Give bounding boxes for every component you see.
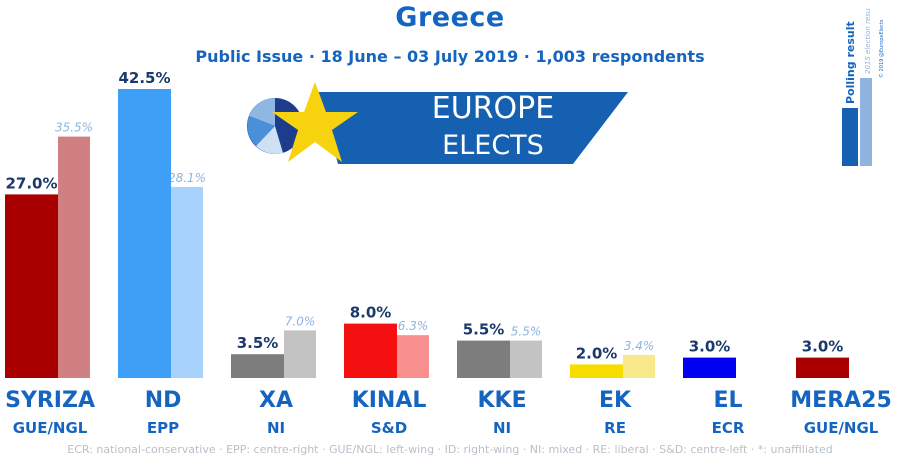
label-current-mera25: 3.0% (802, 338, 844, 356)
bar-current-syriza (5, 194, 58, 378)
bar-previous-xa (284, 330, 316, 378)
logo-line-1: EUROPE (432, 91, 554, 126)
legend-label-previous: 2015 election result (864, 8, 872, 74)
label-previous-xa: 7.0% (285, 314, 316, 328)
party-group-mera25: GUE/NGL (804, 419, 879, 437)
label-current-kinal: 8.0% (350, 304, 392, 322)
label-current-syriza: 27.0% (5, 174, 57, 192)
logo-line-2: ELECTS (442, 130, 544, 161)
legend-label-current: Polling result (844, 21, 857, 104)
party-group-el: ECR (712, 419, 745, 437)
label-previous-kke: 5.5% (511, 325, 542, 339)
logo-pie-slice (247, 116, 275, 146)
footer-note: ECR: national-conservative · EPP: centre… (67, 443, 833, 456)
bar-current-nd (118, 89, 171, 378)
party-name-xa: XA (259, 388, 293, 413)
party-group-ek: RE (604, 419, 626, 437)
party-group-xa: NI (267, 419, 285, 437)
europe-elects-logo: EUROPE ELECTS (247, 82, 628, 164)
party-name-kke: KKE (477, 388, 526, 413)
bar-current-ek (570, 364, 623, 378)
label-current-ek: 2.0% (576, 344, 618, 362)
bar-current-mera25 (796, 357, 849, 378)
logo-pie-slice (256, 126, 283, 154)
label-current-kke: 5.5% (463, 321, 505, 339)
bar-chart: 35.5% 27.0% SYRIZA GUE/NGL 28.1% 42.5% ND EPP 7.… (5, 69, 892, 437)
bar-previous-nd (171, 186, 203, 378)
label-previous-kinal: 6.3% (398, 319, 429, 333)
party-group-syriza: GUE/NGL (13, 419, 88, 437)
legend: Polling result 2015 election result © 20… (842, 8, 885, 166)
legend-swatch-previous (860, 78, 872, 166)
label-previous-syriza: 35.5% (55, 121, 93, 135)
bar-previous-kke (510, 340, 542, 378)
party-name-el: EL (714, 388, 743, 413)
label-previous-ek: 3.4% (624, 339, 655, 353)
chart-title: Greece (395, 2, 505, 33)
party-name-ek: EK (599, 388, 632, 413)
bar-current-el (683, 357, 736, 378)
party-name-kinal: KINAL (352, 388, 427, 413)
logo-pie-slice (249, 98, 275, 126)
party-group-kinal: S&D (371, 419, 407, 437)
label-previous-nd: 28.1% (168, 171, 206, 185)
legend-credit: © 2019 @EuropeElects (878, 19, 885, 78)
party-group-nd: EPP (147, 419, 179, 437)
bar-previous-kinal (397, 335, 429, 378)
bar-current-kinal (344, 323, 397, 378)
star-icon (272, 82, 358, 162)
party-name-mera25: MERA25 (790, 388, 892, 413)
label-current-el: 3.0% (689, 338, 731, 356)
bar-previous-ek (623, 354, 655, 378)
legend-swatch-current (842, 108, 858, 166)
label-current-xa: 3.5% (237, 334, 279, 352)
party-name-syriza: SYRIZA (5, 388, 95, 413)
label-current-nd: 42.5% (118, 69, 170, 87)
party-name-nd: ND (145, 388, 182, 413)
bar-current-kke (457, 340, 510, 378)
bar-current-xa (231, 354, 284, 378)
bar-previous-syriza (58, 136, 90, 378)
logo-banner (318, 92, 628, 164)
party-group-kke: NI (493, 419, 511, 437)
chart-subtitle: Public Issue · 18 June – 03 July 2019 · … (195, 47, 705, 66)
